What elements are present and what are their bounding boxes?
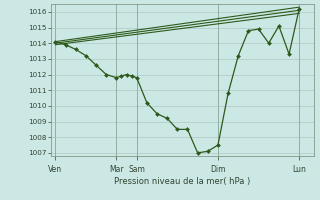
X-axis label: Pression niveau de la mer( hPa ): Pression niveau de la mer( hPa ) xyxy=(114,177,251,186)
